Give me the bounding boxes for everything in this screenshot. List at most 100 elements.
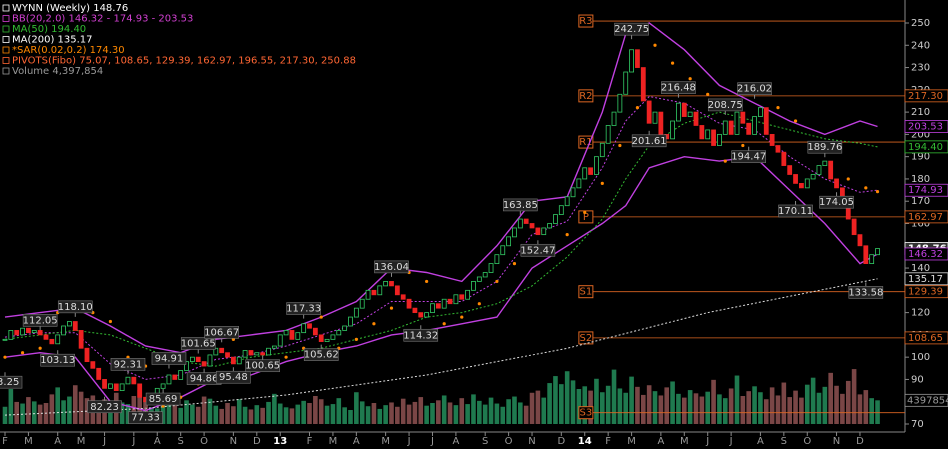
candle bbox=[670, 120, 675, 140]
volume-bar bbox=[377, 408, 383, 424]
candle bbox=[570, 187, 576, 198]
volume-bar bbox=[512, 396, 517, 424]
candle bbox=[400, 294, 406, 300]
volume-bar bbox=[681, 397, 687, 424]
annotation-label: 82.23 bbox=[90, 402, 119, 413]
candle bbox=[90, 361, 96, 369]
legend-entry: PIVOTS(Fibo) 75.07, 108.65, 129.39, 162.… bbox=[12, 56, 356, 67]
candle bbox=[160, 383, 166, 389]
candle bbox=[125, 376, 131, 385]
annotation-box bbox=[180, 337, 216, 350]
sar-dot bbox=[635, 106, 640, 110]
volume-bar bbox=[424, 405, 429, 424]
volume-bar bbox=[635, 386, 640, 424]
annotation-box bbox=[661, 81, 696, 94]
x-tick-label: 14 bbox=[578, 436, 592, 447]
annotation-label: 216.48 bbox=[661, 83, 696, 94]
y-tick-label: 90 bbox=[911, 374, 924, 385]
candle bbox=[828, 160, 834, 180]
candle bbox=[588, 167, 593, 175]
volume-bar bbox=[459, 398, 465, 424]
volume-bar bbox=[717, 394, 722, 424]
sar-dot bbox=[653, 43, 657, 47]
volume-tag: 4397854 bbox=[907, 395, 948, 406]
candle bbox=[394, 285, 400, 296]
volume-bar bbox=[254, 405, 260, 424]
y-tick-label: 200 bbox=[911, 129, 930, 140]
y-tick-label: 240 bbox=[911, 40, 930, 51]
volume-bar bbox=[453, 405, 459, 424]
sar-dot bbox=[425, 279, 429, 284]
volume-bar bbox=[190, 404, 195, 424]
legend-entry: *SAR(0.02,0.2) 174.30 bbox=[12, 45, 125, 56]
candle bbox=[875, 248, 880, 256]
candle bbox=[166, 374, 172, 385]
sar-dot bbox=[108, 319, 113, 324]
indicator-line bbox=[4, 22, 878, 354]
volume-tag-box bbox=[904, 393, 948, 407]
volume-bar bbox=[863, 390, 869, 424]
volume-bar bbox=[523, 405, 529, 424]
candle bbox=[424, 312, 430, 318]
candle bbox=[564, 196, 570, 207]
candle bbox=[55, 334, 61, 345]
legend-entry: MA(50) 194.40 bbox=[12, 24, 86, 35]
volume-bar bbox=[594, 378, 599, 424]
candle bbox=[178, 370, 184, 380]
y-tick-label: 250 bbox=[911, 18, 930, 29]
volume-bar bbox=[787, 397, 792, 424]
sar-dot bbox=[126, 355, 130, 359]
volume-bar bbox=[313, 396, 318, 424]
value-tag: 162.97 bbox=[908, 212, 943, 223]
candle bbox=[453, 294, 459, 305]
sar-dot bbox=[793, 119, 798, 123]
candle bbox=[43, 334, 49, 340]
candle bbox=[471, 281, 476, 291]
x-tick-label: A bbox=[657, 436, 664, 447]
sar-dot bbox=[512, 262, 517, 266]
value-tag-box bbox=[904, 120, 948, 133]
annotation-label: 201.61 bbox=[632, 136, 667, 147]
value-tag-box bbox=[904, 210, 948, 224]
volume-bar bbox=[711, 379, 716, 424]
volume-bar bbox=[8, 389, 14, 424]
candle bbox=[213, 347, 219, 356]
x-tick-label: J bbox=[102, 436, 106, 447]
annotation-box bbox=[707, 98, 743, 112]
volume-bar bbox=[769, 387, 775, 424]
volume-bar bbox=[559, 384, 564, 424]
candle bbox=[435, 303, 441, 309]
candle bbox=[14, 330, 20, 336]
volume-bar bbox=[740, 396, 746, 424]
x-tick-label: D bbox=[253, 436, 261, 447]
candle bbox=[611, 111, 617, 126]
value-tag: 174.93 bbox=[908, 185, 943, 196]
pivot-name: S2 bbox=[580, 333, 593, 344]
candle bbox=[137, 383, 143, 398]
volume-bar bbox=[37, 404, 43, 424]
candle bbox=[131, 376, 137, 385]
candle bbox=[506, 236, 512, 247]
volume-bar bbox=[289, 408, 295, 424]
candle bbox=[430, 303, 435, 314]
sar-dot bbox=[565, 233, 569, 237]
candle bbox=[494, 254, 500, 264]
legend-entry: WYNN (Weekly) 148.76 bbox=[12, 3, 128, 14]
x-tick-label: M bbox=[627, 436, 636, 447]
annotation-label: 170.11 bbox=[778, 206, 813, 217]
volume-bar bbox=[2, 406, 8, 424]
volume-bar bbox=[834, 385, 839, 424]
candle bbox=[61, 325, 66, 336]
candle bbox=[371, 289, 377, 296]
candle bbox=[389, 281, 394, 287]
volume-bar bbox=[828, 372, 833, 424]
sar-dot bbox=[372, 322, 376, 326]
value-tag-box bbox=[904, 247, 948, 261]
sar-dot bbox=[741, 143, 745, 148]
volume-bar bbox=[55, 387, 61, 424]
sar-dot bbox=[723, 159, 727, 163]
x-tick-label: J bbox=[705, 436, 709, 447]
annotation-label: 194.47 bbox=[731, 152, 766, 163]
y-tick-label: 170 bbox=[911, 196, 930, 207]
volume-bar bbox=[564, 371, 570, 424]
